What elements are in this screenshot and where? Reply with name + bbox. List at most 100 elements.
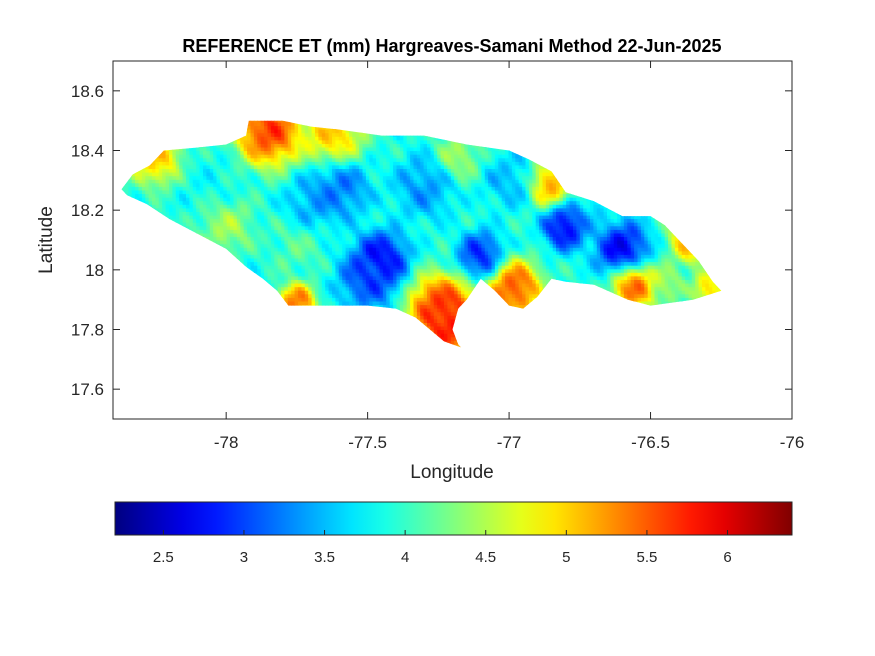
et-cell <box>162 172 167 177</box>
et-cell <box>172 200 177 205</box>
et-cell <box>230 143 235 148</box>
et-cell <box>257 129 262 134</box>
et-cell <box>338 290 343 295</box>
et-cell <box>230 225 235 230</box>
et-cell <box>301 290 306 295</box>
et-cell <box>355 279 360 284</box>
et-cell <box>264 179 269 184</box>
et-cell <box>291 172 296 177</box>
et-cell <box>175 179 180 184</box>
et-cell <box>260 257 265 263</box>
et-cell <box>175 186 180 191</box>
et-cell <box>311 257 316 263</box>
et-cell <box>162 193 167 198</box>
et-cell <box>372 164 377 169</box>
et-cell <box>253 154 258 159</box>
et-cell <box>284 207 289 212</box>
et-cell <box>362 207 367 212</box>
et-cell <box>379 214 384 220</box>
et-cell <box>345 164 350 169</box>
et-cell <box>301 146 306 152</box>
et-cell <box>175 164 180 169</box>
et-cell <box>182 186 187 191</box>
et-cell <box>165 211 170 216</box>
et-cell <box>274 150 279 155</box>
et-cell <box>332 229 336 234</box>
et-cell <box>332 179 336 184</box>
et-cell <box>284 182 289 187</box>
et-cell <box>335 161 340 166</box>
et-cell <box>291 236 296 241</box>
et-cell <box>294 207 299 212</box>
et-cell <box>240 236 245 241</box>
et-cell <box>379 236 384 241</box>
et-cell <box>267 164 272 169</box>
et-cell <box>318 297 323 302</box>
et-cell <box>338 265 343 270</box>
et-cell <box>209 207 214 212</box>
et-cell <box>213 193 218 198</box>
et-cell <box>376 193 381 198</box>
et-cell <box>172 182 177 187</box>
et-cell <box>250 129 255 134</box>
et-cell <box>345 247 350 252</box>
et-cell <box>304 182 309 187</box>
et-cell <box>257 125 262 130</box>
et-cell <box>379 304 384 309</box>
et-cell <box>308 182 313 187</box>
et-cell <box>250 257 255 263</box>
et-cell <box>253 204 258 209</box>
et-cell <box>203 146 207 152</box>
et-cell <box>379 222 384 227</box>
et-cell <box>342 132 347 137</box>
et-cell <box>172 189 177 195</box>
et-cell <box>321 232 326 237</box>
et-cell <box>369 211 374 216</box>
et-cell <box>253 193 258 198</box>
et-cell <box>226 200 231 205</box>
et-cell <box>203 186 207 191</box>
et-cell <box>308 268 313 273</box>
et-cell <box>372 272 377 277</box>
et-cell <box>318 146 323 152</box>
et-cell <box>304 286 309 291</box>
et-cell <box>233 186 238 191</box>
et-cell <box>345 225 350 230</box>
et-cell <box>240 168 245 173</box>
et-cell <box>250 179 255 184</box>
et-cell <box>131 175 136 180</box>
et-cell <box>274 207 279 212</box>
et-cell <box>158 179 163 184</box>
et-cell <box>213 161 218 166</box>
et-cell <box>287 207 292 212</box>
et-cell <box>321 139 326 144</box>
et-cell <box>315 286 319 291</box>
et-cell <box>318 254 323 259</box>
et-cell <box>369 179 374 184</box>
et-cell <box>250 204 255 209</box>
et-cell <box>141 200 146 205</box>
et-cell <box>189 200 194 205</box>
et-cell <box>298 229 302 234</box>
et-cell <box>315 236 319 241</box>
et-cell <box>359 261 364 266</box>
et-cell <box>321 236 326 241</box>
et-cell <box>189 154 194 159</box>
et-cell <box>175 182 180 187</box>
et-cell <box>287 161 292 166</box>
et-cell <box>365 222 370 227</box>
et-cell <box>189 204 194 209</box>
et-cell <box>152 189 156 195</box>
et-cell <box>189 225 194 230</box>
et-cell <box>287 154 292 159</box>
et-cell <box>325 229 330 234</box>
et-cell <box>219 189 224 195</box>
et-cell <box>355 204 360 209</box>
et-cell <box>342 229 347 234</box>
et-cell <box>277 121 282 127</box>
et-cell <box>359 218 364 223</box>
et-cell <box>342 182 347 187</box>
et-cell <box>372 189 377 195</box>
et-cell <box>257 161 262 166</box>
